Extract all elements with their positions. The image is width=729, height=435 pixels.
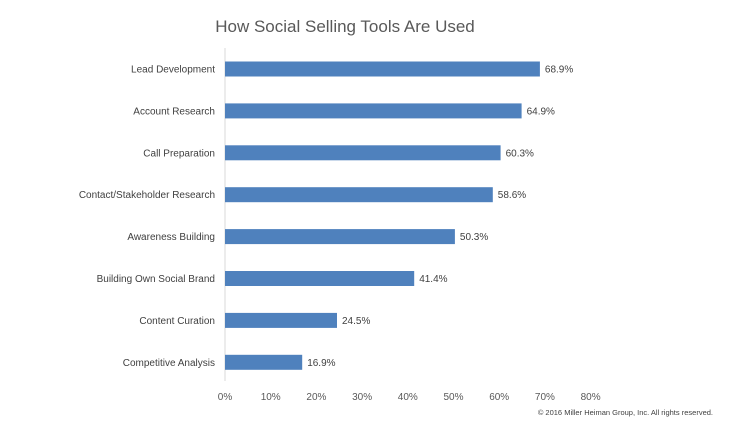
copyright-note: © 2016 Miller Heiman Group, Inc. All rig… (537, 408, 713, 417)
x-tick-label: 20% (306, 392, 326, 403)
bars-layer: Lead Development 68.9% Account Research 64.… (79, 61, 573, 370)
category-label: Content Curation (139, 316, 215, 327)
x-tick-label: 0% (218, 392, 233, 403)
x-tick-label: 40% (398, 392, 418, 403)
data-label: 58.6% (498, 190, 526, 201)
category-label: Call Preparation (143, 148, 215, 159)
bar (225, 229, 455, 245)
bar (225, 312, 337, 328)
data-label: 60.3% (506, 148, 534, 159)
category-label: Lead Development (131, 65, 215, 76)
x-tick-label: 50% (443, 392, 463, 403)
x-tick-label: 30% (352, 392, 372, 403)
data-label: 64.9% (527, 106, 555, 117)
category-label: Awareness Building (127, 232, 215, 243)
data-label: 50.3% (460, 232, 488, 243)
x-tick-label: 10% (261, 392, 281, 403)
bar (225, 187, 493, 203)
x-tick-label: 70% (535, 392, 555, 403)
data-label: 24.5% (342, 316, 370, 327)
data-label: 41.4% (419, 274, 447, 285)
bar (225, 354, 303, 370)
bar (225, 271, 415, 286)
x-axis-ticks: 0% 10% 20% 30% 40% 50% 60% 70% 80% (218, 392, 601, 403)
category-label: Building Own Social Brand (97, 274, 215, 285)
x-tick-label: 60% (489, 392, 509, 403)
bar (225, 145, 501, 161)
category-label: Account Research (133, 106, 215, 117)
bar (225, 61, 540, 77)
data-label: 68.9% (545, 65, 573, 76)
x-tick-label: 80% (581, 392, 601, 403)
chart-title: How Social Selling Tools Are Used (215, 17, 475, 36)
bar (225, 103, 522, 119)
category-label: Competitive Analysis (123, 358, 215, 369)
data-label: 16.9% (307, 358, 335, 369)
category-label: Contact/Stakeholder Research (79, 190, 215, 201)
